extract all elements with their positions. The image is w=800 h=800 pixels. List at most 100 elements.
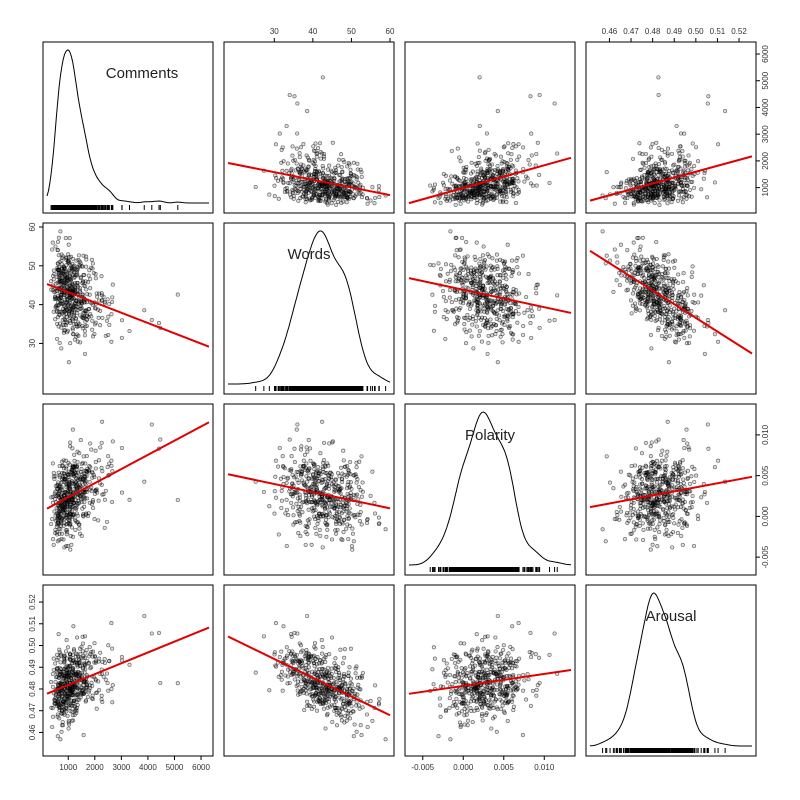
data-point [667,294,672,299]
data-point [109,463,114,468]
data-point [487,191,492,196]
data-point [461,170,466,175]
data-point [650,312,655,317]
data-point [684,183,689,188]
data-point [528,94,533,99]
data-point [82,272,87,277]
data-point [59,480,64,485]
data-point [480,185,485,190]
data-point [294,501,299,506]
data-point [455,273,460,278]
data-point [625,248,630,253]
data-point [348,493,353,499]
data-point [310,506,315,511]
data-point [298,196,303,201]
data-point [690,179,695,184]
data-point [305,449,310,454]
data-point [65,303,70,308]
data-point [712,180,717,185]
data-point [448,229,453,234]
data-point [639,254,644,259]
data-point [296,531,301,536]
data-point [370,469,375,474]
data-point [662,196,667,201]
data-point [664,290,669,295]
data-point [273,474,278,479]
data-point [321,466,326,471]
data-point [486,340,491,345]
data-point [656,269,661,275]
data-point [503,189,508,194]
data-point [676,337,681,342]
data-point [261,489,266,494]
data-point [647,268,652,273]
data-point [57,495,62,500]
data-point [293,168,298,173]
data-point [677,315,682,320]
data-point [90,505,96,511]
data-point [650,169,655,174]
data-point [158,437,163,442]
data-point [289,177,294,182]
points [49,229,180,365]
data-point [604,170,609,175]
data-point [355,492,360,497]
data-point [509,274,514,279]
data-point [338,172,343,177]
data-point [341,458,346,463]
data-point [325,527,330,532]
data-point [51,268,56,273]
data-point [109,312,114,317]
data-point [79,467,84,472]
data-point [656,328,661,333]
data-point [488,286,493,291]
regression-line [227,161,391,197]
data-point [267,192,272,197]
data-point [58,527,63,532]
data-point [64,532,69,537]
data-point [662,270,667,276]
data-point [55,239,61,245]
data-point [92,517,97,522]
data-point [650,283,655,288]
data-point [75,486,80,491]
data-point [637,177,643,182]
data-point [70,427,75,432]
data-point [103,488,108,493]
data-point [314,151,319,156]
panel-comments-vs-words [223,41,395,214]
data-point [99,298,104,303]
data-point [653,318,658,323]
data-point [534,151,539,157]
data-point [321,154,326,159]
data-point [51,537,56,542]
data-point [106,454,111,459]
data-point [630,291,636,296]
data-point [74,298,79,303]
data-point [508,306,513,311]
data-point [351,160,356,165]
data-point [634,283,639,288]
data-point [56,253,61,258]
data-point [51,542,56,547]
data-point [284,168,289,173]
data-point [625,196,630,201]
data-point [339,164,344,170]
data-point [90,498,95,503]
data-point [267,504,272,509]
data-point [645,185,650,190]
data-point [467,306,472,311]
data-point [77,313,83,318]
data-point [66,460,71,465]
data-point [498,188,503,193]
data-point [156,321,162,326]
data-point [504,177,509,182]
data-point [521,145,526,150]
data-point [376,515,381,520]
data-point [481,173,486,178]
data-point [443,336,448,341]
data-point [359,522,364,527]
data-point [364,196,370,201]
data-point [637,247,642,252]
data-point [85,292,90,297]
